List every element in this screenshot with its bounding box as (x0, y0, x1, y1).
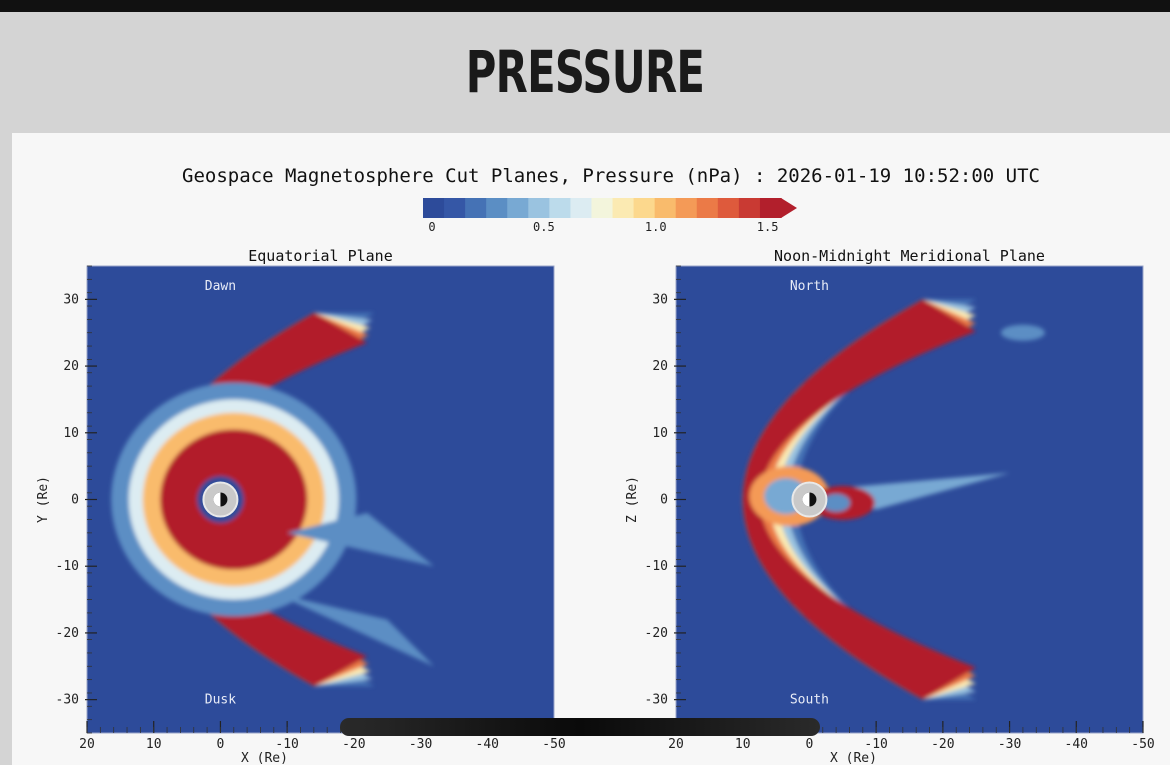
plot-annotation: Dawn (205, 279, 236, 294)
x-tick-label: 20 (668, 737, 684, 752)
sheath-contour (742, 299, 976, 700)
colorbar-tick-label: 0 (428, 220, 435, 234)
x-tick-label: -10 (864, 737, 887, 752)
y-tick-label: 10 (652, 426, 668, 441)
figure-title: Geospace Magnetosphere Cut Planes, Press… (182, 165, 1040, 187)
plasma-sheet-contour (822, 493, 851, 512)
x-tick-label: -30 (409, 737, 432, 752)
plot-title: Equatorial Plane (248, 247, 393, 265)
x-tick-label: -30 (998, 737, 1021, 752)
x-tick-label: -20 (931, 737, 954, 752)
colorbar-swatch (675, 198, 698, 218)
x-axis-label: X (Re) (241, 751, 288, 765)
colorbar-swatch (507, 198, 529, 218)
colorbar-swatch (633, 198, 656, 218)
colorbar-swatch (486, 198, 508, 218)
x-tick-label: -50 (542, 737, 565, 752)
x-tick-label: 10 (735, 737, 751, 752)
colorbar-swatch (654, 198, 677, 218)
y-tick-label: -10 (56, 559, 79, 574)
colorbar-swatch (465, 198, 487, 218)
colorbar-swatch (549, 198, 572, 218)
x-tick-label: 0 (217, 737, 225, 752)
x-tick-label: 0 (806, 737, 814, 752)
y-tick-label: -10 (645, 559, 668, 574)
equatorial-plane-plot: 30 20 10 0 -10 -20 -30 20 10 0 -10 -20 -30 -40 -50 Equa… (36, 247, 566, 765)
colorbar-tick-label: 1.0 (645, 220, 667, 234)
meridional-plane-plot: 30 20 10 0 -10 -20 -30 20 10 0 -10 -20 -30 -40 -50 Noon… (625, 247, 1155, 765)
x-tick-label: -40 (476, 737, 499, 752)
y-tick-label: -20 (645, 626, 668, 641)
x-tick-label: -40 (1065, 737, 1088, 752)
y-tick-label: 30 (63, 292, 79, 307)
colorbar-swatch (444, 198, 466, 218)
y-tick-label: 30 (652, 292, 668, 307)
x-tick-label: -50 (1131, 737, 1154, 752)
x-axis-label: X (Re) (830, 751, 877, 765)
colorbar-tick-label: 0.5 (533, 220, 555, 234)
tail-contour (1000, 324, 1045, 341)
top-rule (0, 0, 1170, 12)
page-heading: PRESSURE (465, 38, 705, 106)
x-tick-label: 10 (146, 737, 162, 752)
plot-annotation: Dusk (205, 693, 236, 708)
plot-annotation: North (790, 279, 829, 294)
colorbar-extend-arrow (781, 198, 797, 218)
y-tick-label: 0 (660, 493, 668, 508)
tail-contour (287, 512, 434, 567)
plot-title: Noon-Midnight Meridional Plane (774, 247, 1045, 265)
x-tick-label: -10 (275, 737, 298, 752)
colorbar-swatch (717, 198, 740, 218)
y-tick-label: -30 (56, 693, 79, 708)
tail-contour (273, 592, 434, 667)
plot-annotation: South (790, 693, 829, 708)
colorbar-swatch (591, 198, 614, 218)
y-tick-label: 0 (71, 493, 79, 508)
y-tick-label: 20 (652, 359, 668, 374)
earth-day-side (213, 492, 221, 507)
colorbar-swatch (423, 198, 445, 218)
scroll-handle[interactable] (340, 718, 820, 736)
colorbar-swatch (738, 198, 761, 218)
y-tick-label: 10 (63, 426, 79, 441)
y-axis-label: Y (Re) (36, 476, 51, 523)
y-tick-label: 20 (63, 359, 79, 374)
colorbar-swatch (528, 198, 550, 218)
colorbar-tick-label: 1.5 (757, 220, 779, 234)
colorbar: 0 0.5 1.0 1.5 (423, 198, 797, 234)
colorbar-swatch (570, 198, 593, 218)
earth-day-side (802, 492, 810, 507)
x-tick-label: 20 (79, 737, 95, 752)
y-tick-label: -20 (56, 626, 79, 641)
colorbar-swatch (759, 198, 782, 218)
colorbar-swatch (696, 198, 719, 218)
x-tick-label: -20 (342, 737, 365, 752)
y-tick-label: -30 (645, 693, 668, 708)
y-axis-label: Z (Re) (625, 476, 640, 523)
pressure-field (742, 299, 1045, 700)
colorbar-swatch (612, 198, 635, 218)
